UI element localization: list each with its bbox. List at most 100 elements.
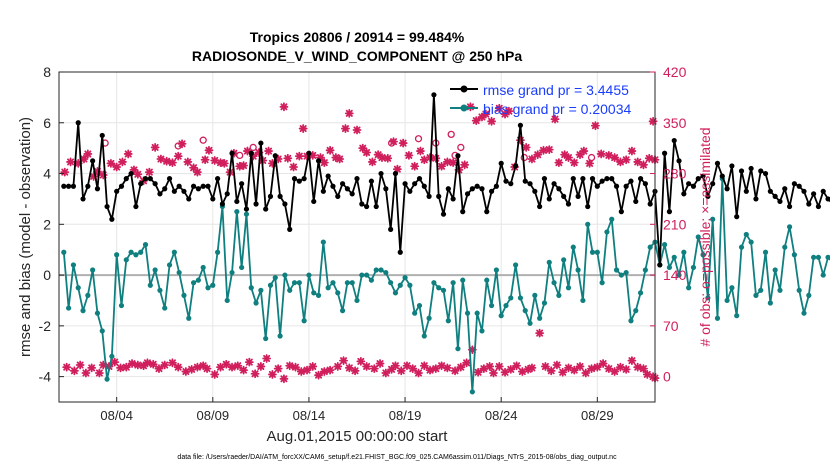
rmse-point: [690, 183, 697, 189]
possible-marker: [414, 135, 423, 143]
rmse-point: [128, 170, 134, 177]
rmse-point: [239, 181, 245, 187]
bias-point: [801, 310, 807, 316]
assimilated-marker: [419, 361, 429, 371]
assimilated-marker: [75, 360, 85, 370]
assimilated-marker: [456, 362, 466, 372]
bias-point: [705, 295, 711, 301]
rmse-point: [762, 170, 769, 177]
bias-point: [729, 285, 735, 291]
bias-point: [695, 234, 701, 240]
rmse-point: [767, 188, 773, 194]
bias-point: [239, 264, 245, 271]
bias-point: [354, 297, 360, 304]
rmse-point: [729, 163, 735, 169]
bias-point: [594, 249, 600, 255]
rmse-point: [162, 186, 168, 192]
assimilated-marker: [627, 146, 637, 156]
rmse-point: [532, 188, 538, 194]
rmse-point: [618, 209, 624, 215]
bias-point: [488, 302, 495, 309]
legend: rmse grand pr = 3.4455 bias grand pr = 0…: [450, 82, 631, 117]
assimilated-marker: [121, 362, 131, 372]
rmse-point: [311, 198, 317, 205]
bias-point: [128, 249, 134, 255]
possible-marker: [447, 130, 455, 139]
bias-point: [61, 249, 67, 255]
bias-point: [537, 315, 543, 321]
bias-point: [806, 292, 812, 298]
rmse-point: [537, 203, 543, 210]
rmse-point: [527, 181, 533, 187]
assimilated-marker: [369, 364, 379, 374]
rmse-point: [642, 181, 648, 187]
bias-point: [743, 231, 749, 238]
rmse-point: [373, 203, 379, 210]
rmse-point: [412, 181, 418, 187]
bias-point: [618, 272, 624, 278]
bias-point: [421, 333, 427, 339]
x-axis-label: Aug.01,2015 00:00:00 start: [267, 428, 449, 445]
assimilated-marker: [273, 364, 283, 374]
assimilated-marker: [298, 124, 308, 133]
rmse-point: [464, 191, 471, 197]
assimilated-marker: [250, 369, 260, 379]
assimilated-marker: [193, 167, 202, 177]
assimilated-marker: [69, 366, 79, 376]
y-right-tick-label: 420: [663, 64, 687, 80]
assimilated-marker: [356, 356, 366, 366]
assimilated-marker: [339, 356, 348, 366]
rmse-point: [234, 198, 240, 205]
assimilated-marker: [268, 370, 277, 379]
rmse-point: [224, 191, 230, 197]
rmse-point: [585, 203, 591, 210]
rmse-point: [152, 181, 158, 187]
possible-marker: [236, 151, 244, 160]
rmse-point: [738, 168, 745, 174]
rmse-point: [205, 183, 211, 189]
bias-point: [248, 285, 254, 291]
rmse-point: [484, 209, 490, 215]
y-right-tick-label: 280: [663, 166, 687, 182]
rmse-point: [90, 158, 96, 164]
assimilated-marker: [133, 169, 143, 179]
assimilated-marker: [344, 108, 354, 118]
x-axis: 08/04 08/09 08/14 08/19 08/24 08/29: [100, 397, 614, 423]
bias-point: [315, 292, 322, 298]
assimilated-marker: [210, 370, 220, 379]
assimilated-marker: [450, 366, 460, 376]
rmse-point: [460, 209, 466, 215]
rmse-point: [666, 209, 673, 215]
rmse-point: [114, 188, 120, 194]
rmse-point: [330, 183, 336, 189]
bias-point: [277, 333, 283, 339]
rmse-point: [743, 188, 749, 194]
rmse-point: [392, 170, 399, 177]
bias-point: [613, 267, 620, 273]
assimilated-marker: [106, 158, 116, 168]
bias-point: [589, 249, 596, 255]
assimilated-marker: [352, 125, 362, 135]
rmse-point: [676, 158, 682, 164]
assimilated-marker: [494, 362, 504, 371]
rmse-point: [85, 183, 91, 189]
bias-point: [253, 300, 259, 306]
y-left-tick-label: 6: [43, 115, 51, 131]
bias-point: [123, 257, 129, 263]
assimilated-marker: [193, 362, 202, 372]
assimilated-marker: [591, 121, 600, 131]
assimilated-marker: [150, 143, 160, 152]
bias-point: [349, 280, 355, 286]
assimilated-marker: [66, 157, 75, 167]
assimilated-marker: [79, 154, 89, 164]
bias-point: [513, 262, 519, 268]
assimilated-marker: [437, 361, 446, 371]
bias-point: [205, 285, 211, 291]
rmse-point: [219, 201, 226, 207]
bias-point: [138, 249, 144, 255]
rmse-point: [758, 168, 764, 174]
bias-point: [604, 229, 610, 235]
rmse-point: [580, 176, 586, 182]
bias-point: [147, 282, 153, 288]
bias-point: [80, 308, 86, 314]
